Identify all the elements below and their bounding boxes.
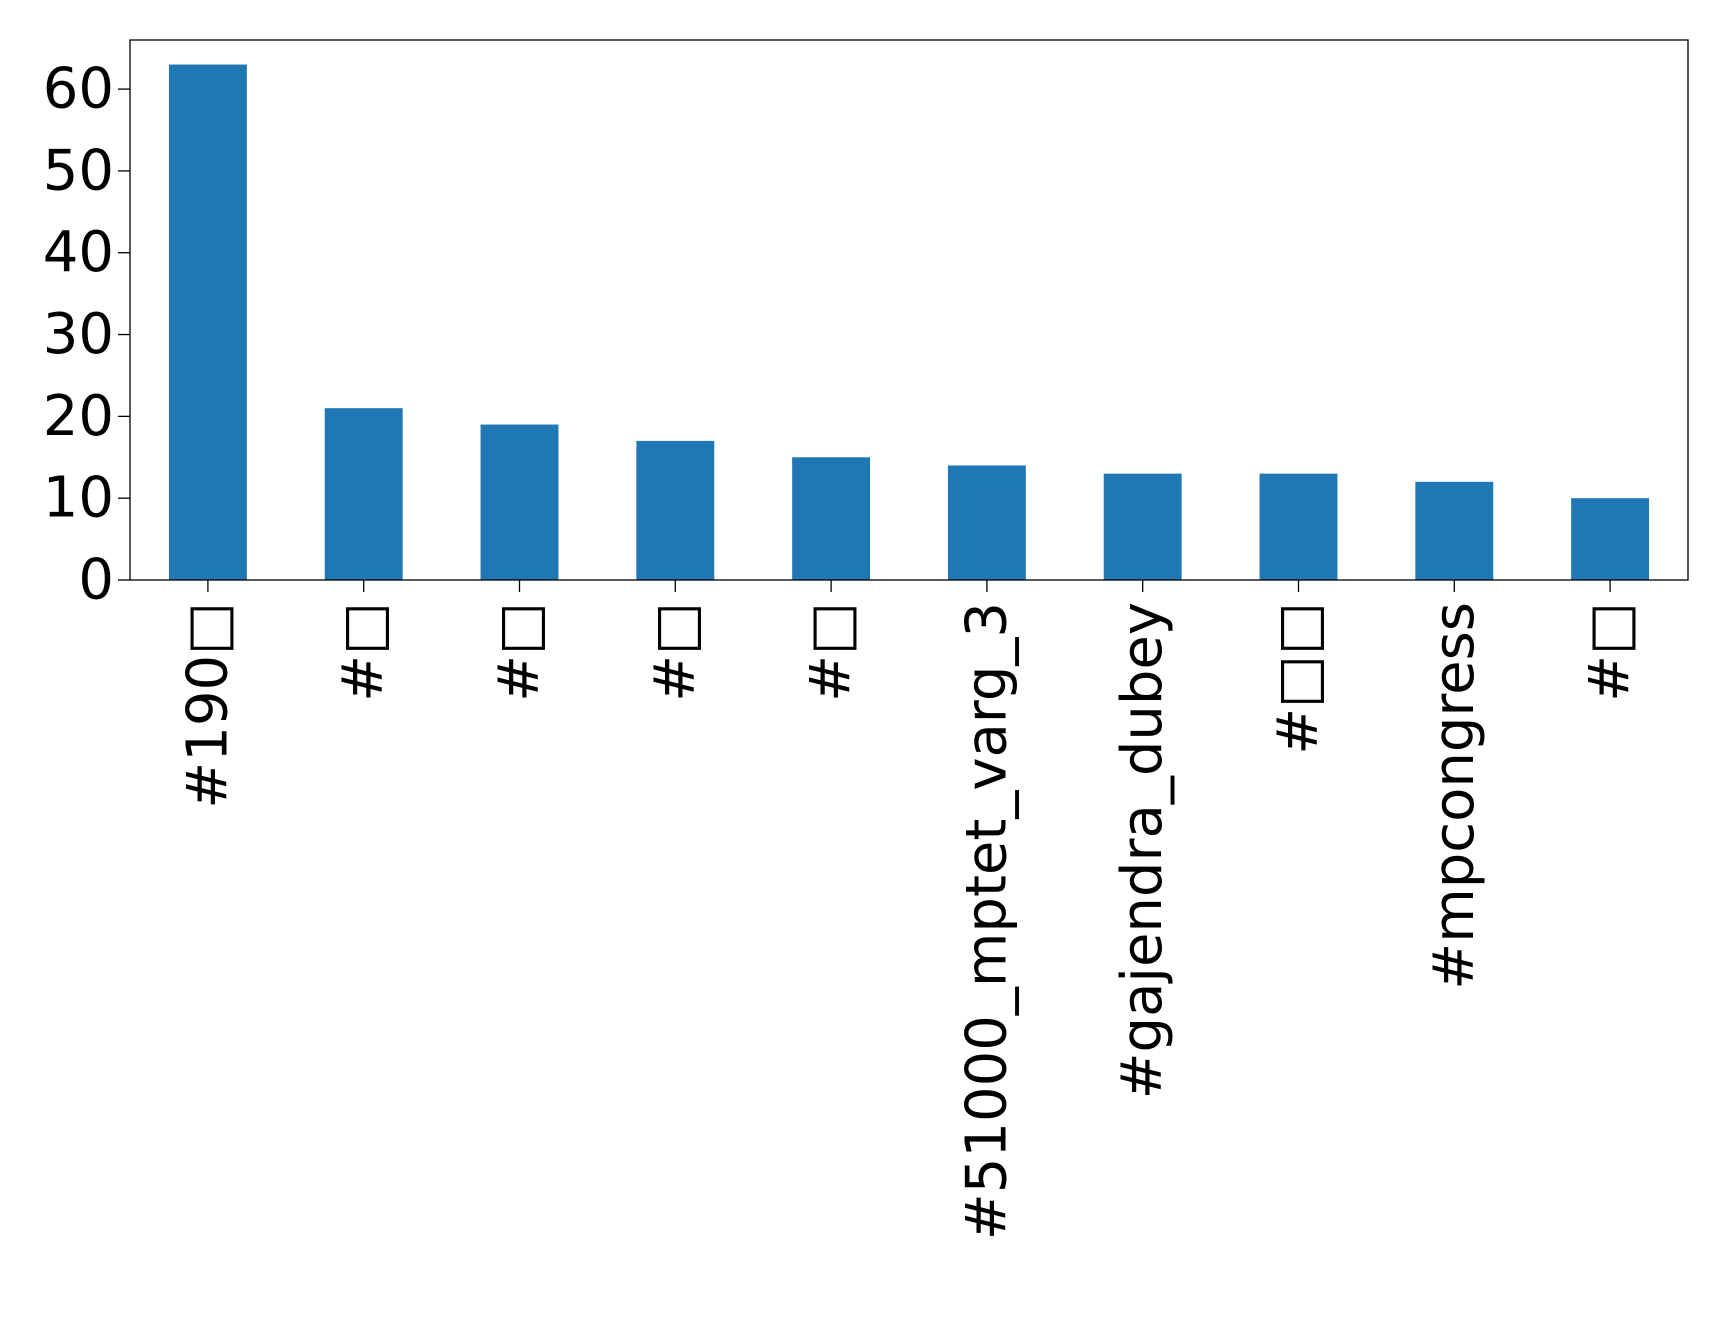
x-tick-label: #□ <box>487 602 552 702</box>
x-tick-label: #□ <box>643 602 708 702</box>
y-tick-label: 50 <box>43 138 114 203</box>
y-axis: 0 10 20 30 40 50 60 <box>43 57 130 613</box>
bar <box>1415 481 1494 580</box>
x-tick-label: #190□ <box>175 602 240 809</box>
y-tick-label: 10 <box>43 466 114 531</box>
bar <box>168 64 247 580</box>
x-tick-label: #gajendra_dubey <box>1110 602 1175 1099</box>
bar <box>480 424 559 580</box>
x-tick-label: #mpcongress <box>1422 602 1487 990</box>
x-tick-label: #□ <box>331 602 396 702</box>
bars-group <box>168 64 1650 580</box>
x-tick-label: #□□ <box>1266 602 1331 755</box>
bar <box>1259 473 1338 580</box>
bar <box>1103 473 1182 580</box>
x-axis: #190□ #□ #□ #□ #□ #51000_mptet_varg_3 #gajendr… <box>175 580 1643 1240</box>
bar <box>792 457 871 580</box>
bar <box>636 440 715 580</box>
x-tick-label: #51000_mptet_varg_3 <box>954 602 1019 1240</box>
y-tick-label: 60 <box>43 57 114 122</box>
y-tick-label: 40 <box>43 220 114 285</box>
bar <box>947 465 1026 580</box>
bar <box>324 408 403 580</box>
y-tick-label: 0 <box>78 548 114 613</box>
y-tick-label: 30 <box>43 302 114 367</box>
bar <box>1571 498 1650 580</box>
x-tick-label: #□ <box>799 602 864 702</box>
plot-frame <box>129 39 1689 581</box>
x-tick-label: #□ <box>1578 602 1643 702</box>
y-tick-label: 20 <box>43 384 114 449</box>
